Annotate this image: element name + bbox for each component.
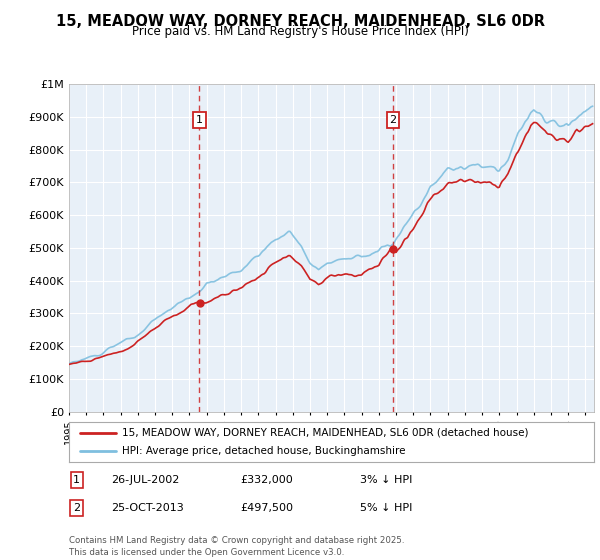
Text: 2: 2 xyxy=(73,503,80,513)
Text: £497,500: £497,500 xyxy=(240,503,293,513)
Text: 26-JUL-2002: 26-JUL-2002 xyxy=(111,475,179,485)
Text: 1: 1 xyxy=(196,115,203,125)
Text: 15, MEADOW WAY, DORNEY REACH, MAIDENHEAD, SL6 0DR: 15, MEADOW WAY, DORNEY REACH, MAIDENHEAD… xyxy=(56,14,545,29)
Text: £332,000: £332,000 xyxy=(240,475,293,485)
Text: 1: 1 xyxy=(73,475,80,485)
Text: 25-OCT-2013: 25-OCT-2013 xyxy=(111,503,184,513)
Text: 3% ↓ HPI: 3% ↓ HPI xyxy=(360,475,412,485)
Text: 15, MEADOW WAY, DORNEY REACH, MAIDENHEAD, SL6 0DR (detached house): 15, MEADOW WAY, DORNEY REACH, MAIDENHEAD… xyxy=(121,428,528,437)
Text: HPI: Average price, detached house, Buckinghamshire: HPI: Average price, detached house, Buck… xyxy=(121,446,405,456)
Text: Contains HM Land Registry data © Crown copyright and database right 2025.
This d: Contains HM Land Registry data © Crown c… xyxy=(69,536,404,557)
Text: Price paid vs. HM Land Registry's House Price Index (HPI): Price paid vs. HM Land Registry's House … xyxy=(131,25,469,38)
Text: 2: 2 xyxy=(389,115,397,125)
Text: 5% ↓ HPI: 5% ↓ HPI xyxy=(360,503,412,513)
